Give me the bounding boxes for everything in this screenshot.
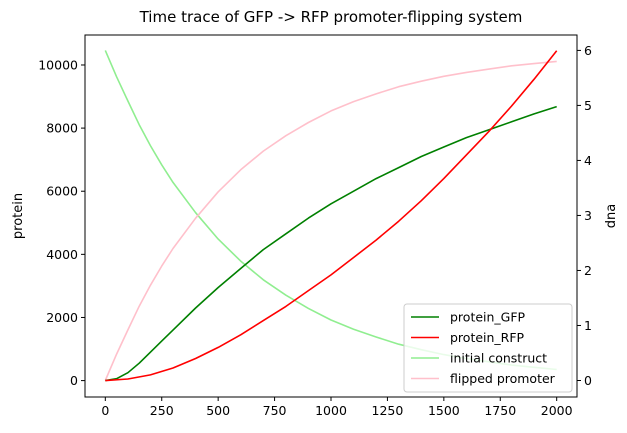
y-tick-label: 0 — [70, 373, 78, 388]
legend-label: protein_RFP — [450, 330, 525, 345]
y-tick-label: 10000 — [38, 57, 78, 72]
y2-tick-label: 2 — [584, 263, 592, 278]
series-line-flipped-promoter — [104, 60, 557, 381]
x-tick-label: 1500 — [428, 403, 460, 418]
x-axis: 0 250 500 750 1000 1250 1500 1750 2000 — [101, 397, 573, 418]
y-tick-label: 4000 — [46, 247, 78, 262]
y2-tick-label: 3 — [584, 208, 592, 223]
y-tick-label: 6000 — [46, 184, 78, 199]
x-tick-label: 1000 — [315, 403, 347, 418]
y2-tick-label: 6 — [584, 43, 592, 58]
y2-tick-label: 1 — [584, 318, 592, 333]
x-tick-label: 1750 — [484, 403, 516, 418]
y2-axis-label: dna — [604, 204, 619, 228]
x-tick-label: 2000 — [541, 403, 573, 418]
y-axis-left: 0 2000 4000 6000 8000 10000 — [38, 57, 85, 388]
series-line-protein_GFP — [105, 105, 557, 382]
legend-label: protein_GFP — [450, 310, 526, 325]
y-tick-label: 2000 — [46, 310, 78, 325]
y-axis-right: 0 1 2 3 4 5 6 — [577, 43, 592, 388]
legend-label: flipped promoter — [450, 371, 556, 386]
x-tick-label: 250 — [150, 403, 174, 418]
series-line-protein_RFP — [105, 50, 558, 382]
y-axis-label: protein — [11, 193, 26, 239]
y2-tick-label: 4 — [584, 153, 592, 168]
x-tick-label: 1250 — [372, 403, 404, 418]
chart-title: Time trace of GFP -> RFP promoter-flippi… — [139, 8, 523, 26]
legend-box — [403, 303, 573, 393]
y2-tick-label: 5 — [584, 98, 592, 113]
y2-tick-label: 0 — [584, 373, 592, 388]
y-tick-label: 8000 — [46, 121, 78, 136]
x-tick-label: 500 — [206, 403, 230, 418]
x-tick-label: 0 — [101, 403, 109, 418]
x-tick-label: 750 — [263, 403, 287, 418]
legend-label: initial construct — [450, 351, 547, 366]
